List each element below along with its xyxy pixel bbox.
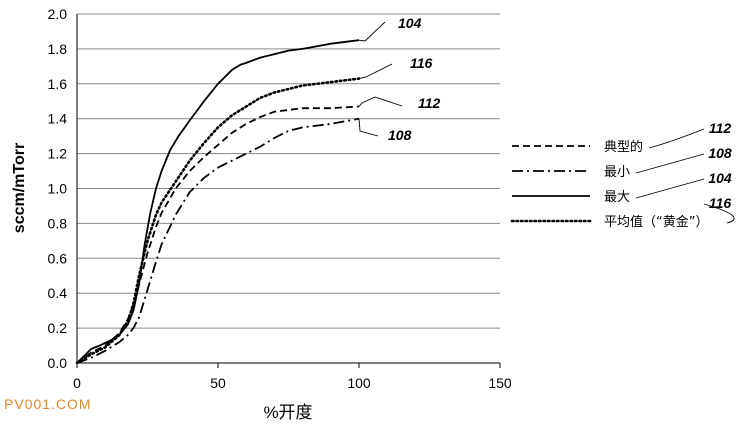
y-tick-label: 1.2 xyxy=(48,146,68,162)
y-tick-label: 1.6 xyxy=(48,76,68,92)
series-lines xyxy=(75,39,361,365)
series-line-108 xyxy=(76,117,360,364)
y-tick-label: 1.4 xyxy=(48,111,68,127)
legend-label: 典型的 xyxy=(604,139,643,155)
grid-lines xyxy=(77,13,500,329)
legend-leader-116 xyxy=(703,203,735,224)
legend-leader-108 xyxy=(635,153,705,174)
y-tick-label: 0.0 xyxy=(48,355,68,371)
x-tick-label: 0 xyxy=(73,375,81,391)
y-tick-label: 2.0 xyxy=(48,6,68,22)
legend-ref-112: 112 xyxy=(709,120,732,136)
y-tick-label: 0.2 xyxy=(48,320,68,336)
y-tick-labels: 0.0 0.2 0.4 0.6 0.8 1.0 1.2 1.4 1.6 1.8 2.0 xyxy=(48,6,68,371)
ref-leader-112 xyxy=(358,96,403,107)
legend-leader-104 xyxy=(635,178,705,199)
legend-ref-108: 108 xyxy=(708,145,732,161)
ref-label-104: 104 xyxy=(398,15,422,31)
y-tick-label: 0.4 xyxy=(48,285,68,301)
legend-label: 平均值（“黄金”） xyxy=(604,214,708,230)
series-line-104 xyxy=(76,39,360,364)
y-tick-label: 1.0 xyxy=(48,181,68,197)
ref-label-116: 116 xyxy=(410,55,433,71)
axes xyxy=(76,14,501,368)
series-line-112 xyxy=(76,105,360,364)
watermark: PV001.COM xyxy=(4,396,92,412)
y-tick-label: 1.8 xyxy=(48,41,68,57)
ref-leader-116 xyxy=(358,63,393,80)
x-tick-labels: 0 50 100 150 xyxy=(73,375,512,391)
reference-leaders: 112 108 104 116 xyxy=(358,15,441,143)
x-tick-label: 50 xyxy=(210,375,226,391)
x-tick-label: 150 xyxy=(488,375,512,391)
ref-label-108: 108 xyxy=(388,127,412,143)
y-tick-label: 0.8 xyxy=(48,215,68,231)
x-axis-title: %开度 xyxy=(263,403,312,422)
ref-leader-104 xyxy=(358,21,386,42)
x-tick-label: 100 xyxy=(347,375,371,391)
legend-label: 最大 xyxy=(604,190,630,205)
legend-ref-116: 116 xyxy=(709,195,732,211)
y-tick-label: 0.6 xyxy=(48,250,68,266)
y-axis-title: sccm/mTorr xyxy=(11,143,28,233)
ref-label-112: 112 xyxy=(418,95,441,111)
legend-leader-112 xyxy=(648,128,705,149)
ref-leader-108 xyxy=(358,118,379,137)
legend-label: 最小 xyxy=(604,165,630,180)
series-line-116 xyxy=(75,77,361,365)
legend: 典型的 112 最小 108 最大 104 平均值（“黄金”）116 xyxy=(510,120,735,230)
legend-ref-104: 104 xyxy=(708,170,732,186)
